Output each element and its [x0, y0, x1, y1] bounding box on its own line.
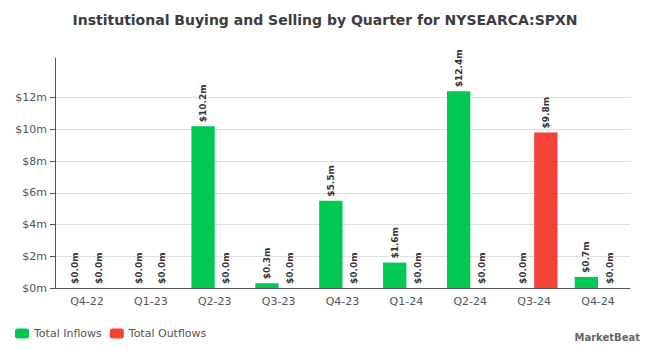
- svg-text:$10.2m: $10.2m: [198, 84, 208, 122]
- svg-text:Q3-24: Q3-24: [517, 295, 551, 308]
- svg-text:Q4-24: Q4-24: [581, 295, 615, 308]
- svg-text:Q2-24: Q2-24: [453, 295, 487, 308]
- svg-text:$0.0m: $0.0m: [157, 252, 167, 284]
- svg-text:$12.4m: $12.4m: [454, 49, 464, 87]
- svg-text:$8m: $8m: [22, 155, 47, 168]
- svg-text:$0.3m: $0.3m: [262, 248, 272, 280]
- svg-text:$0.0m: $0.0m: [477, 252, 487, 284]
- svg-text:$0m: $0m: [22, 282, 47, 295]
- svg-text:$0.0m: $0.0m: [605, 252, 615, 284]
- svg-text:Q1-24: Q1-24: [390, 295, 424, 308]
- svg-text:$0.0m: $0.0m: [94, 252, 104, 284]
- svg-text:$0.0m: $0.0m: [134, 252, 144, 284]
- svg-text:$2m: $2m: [22, 250, 47, 263]
- svg-text:Q4-22: Q4-22: [70, 295, 104, 308]
- svg-text:$0.0m: $0.0m: [285, 252, 295, 284]
- svg-text:$4m: $4m: [22, 218, 47, 231]
- svg-text:$12m: $12m: [15, 91, 47, 104]
- svg-text:$0.0m: $0.0m: [413, 252, 423, 284]
- svg-text:Q2-23: Q2-23: [198, 295, 232, 308]
- svg-text:$5.5m: $5.5m: [326, 165, 336, 197]
- svg-text:$1.6m: $1.6m: [390, 227, 400, 259]
- svg-text:MarketBeat: MarketBeat: [574, 332, 640, 343]
- svg-text:$6m: $6m: [22, 186, 47, 199]
- svg-text:$9.8m: $9.8m: [541, 97, 551, 129]
- svg-text:$0.0m: $0.0m: [349, 252, 359, 284]
- svg-text:Total Outflows: Total Outflows: [128, 327, 207, 340]
- svg-text:Institutional Buying and Selli: Institutional Buying and Selling by Quar…: [72, 12, 577, 28]
- svg-text:$0.0m: $0.0m: [518, 252, 528, 284]
- svg-text:Q1-23: Q1-23: [134, 295, 168, 308]
- svg-text:Q3-23: Q3-23: [262, 295, 296, 308]
- svg-text:$0.0m: $0.0m: [70, 252, 80, 284]
- svg-text:Q4-23: Q4-23: [326, 295, 360, 308]
- svg-text:$0.7m: $0.7m: [581, 241, 591, 273]
- svg-text:Total Inflows: Total Inflows: [33, 327, 102, 340]
- svg-text:$10m: $10m: [15, 123, 47, 136]
- svg-text:$0.0m: $0.0m: [221, 252, 231, 284]
